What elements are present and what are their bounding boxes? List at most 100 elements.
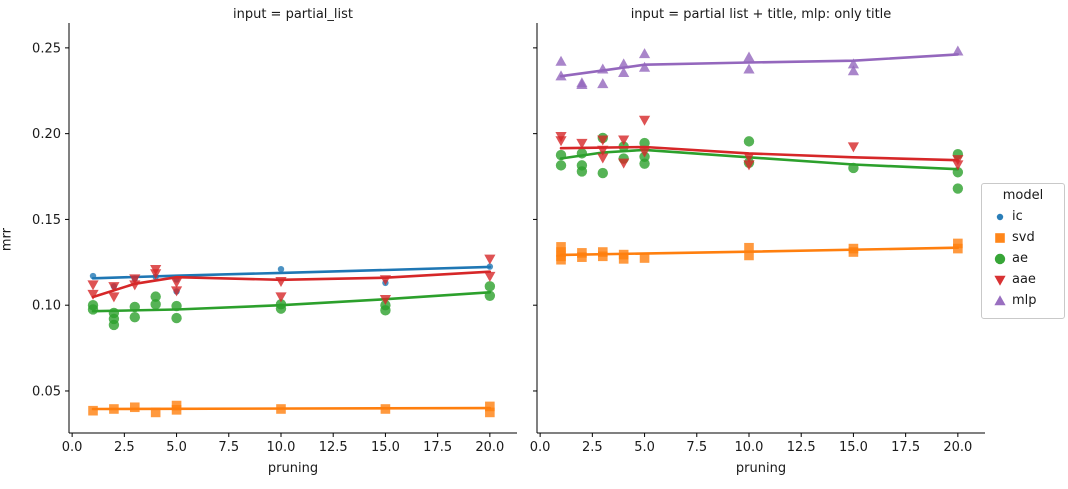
marker-triangle_down — [994, 275, 1006, 286]
legend-label: ic — [1012, 209, 1023, 224]
marker-triangle_down — [597, 135, 609, 146]
marker-triangle_down — [618, 135, 630, 146]
marker-circle — [576, 166, 588, 177]
marker-point — [996, 213, 1004, 220]
marker-square — [577, 252, 587, 262]
marker-circle — [108, 319, 120, 331]
x-tick-label: 10.0 — [735, 440, 764, 455]
marker-circle — [380, 305, 391, 316]
y-axis-label: mrr — [0, 228, 15, 252]
y-tick-label: 0.25 — [32, 41, 61, 56]
x-tick-label: 15.0 — [839, 440, 868, 455]
marker-square — [88, 405, 98, 416]
marker-square — [485, 407, 495, 418]
marker-triangle_down — [743, 152, 755, 163]
marker-square — [129, 402, 140, 413]
x-tick-label: 7.5 — [686, 440, 707, 455]
marker-triangle_down — [275, 292, 287, 303]
marker-circle — [952, 183, 964, 194]
marker-triangle_down — [129, 274, 141, 285]
marker-circle — [129, 312, 140, 323]
marker-triangle_up — [847, 58, 860, 69]
marker-square — [556, 242, 566, 252]
x-tick-label: 7.5 — [218, 440, 239, 455]
regression-line-ae — [91, 291, 492, 313]
x-tick-label: 17.5 — [891, 440, 920, 455]
marker-square — [848, 247, 859, 257]
marker-square — [744, 250, 754, 261]
marker-triangle_up — [638, 48, 651, 59]
marker-circle — [484, 281, 496, 292]
series-ae — [87, 281, 496, 331]
marker-square — [953, 238, 963, 249]
marker-square — [744, 242, 754, 253]
marker-circle — [639, 158, 650, 169]
series-svd — [88, 400, 495, 418]
y-tick-label: 0.10 — [32, 299, 61, 314]
x-tick-label: 17.5 — [423, 440, 452, 455]
marker-square — [485, 401, 495, 412]
regression-line-mlp — [559, 53, 960, 78]
marker-triangle_down — [952, 160, 964, 171]
series-aae — [555, 115, 964, 171]
legend-label: svd — [1012, 230, 1035, 245]
x-tick-label: 2.5 — [114, 440, 135, 455]
marker-square — [618, 254, 629, 264]
marker-circle — [994, 253, 1006, 264]
legend-entry-svd: svd — [988, 227, 1058, 248]
marker-triangle_down — [597, 153, 609, 164]
facet-right: 0.0 2.5 5.0 7.5 10.0 12.5 15.0 17.5 20.0 — [530, 23, 985, 455]
series-aae — [87, 254, 496, 305]
y-tick-label: 0.05 — [32, 384, 61, 399]
marker-triangle_up — [576, 78, 588, 89]
regression-line-aae — [559, 145, 960, 162]
legend: model ic svd ae aae mlp — [981, 183, 1065, 319]
triangle_down-icon — [988, 272, 1012, 288]
marker-square — [556, 254, 566, 265]
triangle_up-icon — [988, 293, 1012, 309]
legend-label: mlp — [1012, 293, 1037, 308]
marker-square — [995, 232, 1005, 243]
marker-triangle_down — [555, 136, 567, 147]
x-tick-label: 10.0 — [267, 440, 296, 455]
x-tick-label: 15.0 — [371, 440, 400, 455]
facet-title-left: input = partial_list — [232, 7, 354, 22]
series-ae — [555, 132, 964, 194]
facet-left: 0.0 2.5 5.0 7.5 10.0 12.5 15.0 17.5 20.0 0.05 0.10… — [32, 23, 517, 455]
series-mlp — [555, 45, 964, 89]
marker-circle — [743, 136, 755, 147]
marker-circle — [555, 160, 567, 171]
regression-line-svd — [559, 246, 960, 257]
marker-triangle_up — [743, 63, 755, 74]
marker-circle — [150, 291, 161, 302]
y-tick-label: 0.20 — [32, 127, 61, 142]
point-icon — [988, 209, 1012, 225]
x-tick-label: 5.0 — [166, 440, 187, 455]
marker-square — [597, 251, 608, 262]
legend-title: model — [1002, 188, 1044, 203]
marker-triangle_down — [108, 292, 120, 303]
marker-triangle_down — [484, 254, 496, 265]
marker-triangle_up — [952, 45, 964, 56]
marker-triangle_up — [847, 65, 860, 76]
legend-label: aae — [1012, 272, 1036, 287]
square-icon — [988, 230, 1012, 246]
marker-square — [639, 253, 650, 263]
facet-title-right: input = partial list + title, mlp: only … — [630, 7, 892, 22]
series-svd — [556, 238, 963, 265]
x-tick-label: 12.5 — [319, 440, 348, 455]
x-tick-label: 0.0 — [62, 440, 83, 455]
marker-triangle_down — [150, 269, 162, 280]
legend-entry-mlp: mlp — [988, 290, 1058, 311]
x-axis-label-left: pruning — [267, 461, 319, 476]
marker-triangle_down — [576, 138, 588, 149]
marker-triangle_down — [379, 294, 392, 305]
marker-triangle_up — [994, 294, 1006, 305]
marker-triangle_up — [638, 61, 651, 72]
x-tick-label: 12.5 — [787, 440, 816, 455]
marker-triangle_down — [618, 158, 630, 169]
x-axis-label-right: pruning — [735, 461, 787, 476]
legend-entry-ic: ic — [988, 206, 1058, 227]
